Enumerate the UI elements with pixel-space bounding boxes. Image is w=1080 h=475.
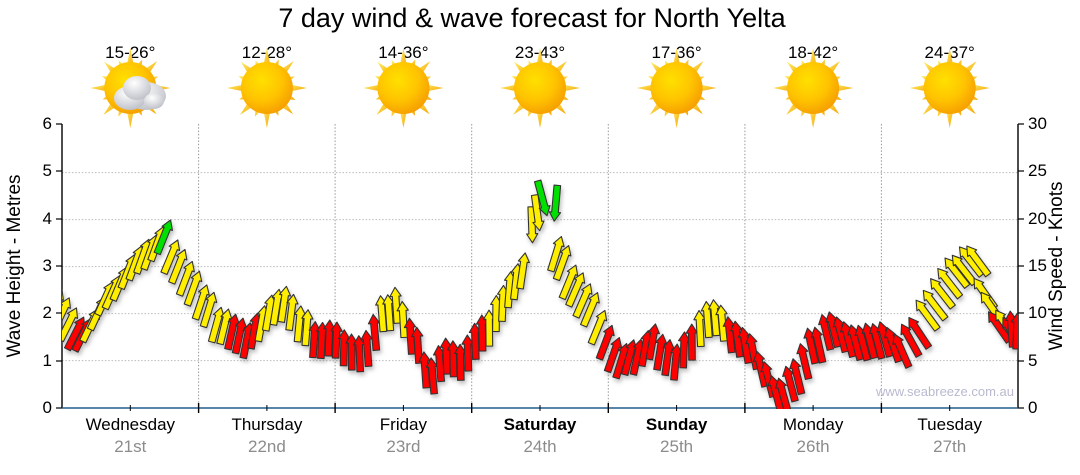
svg-text:5: 5 (1028, 351, 1037, 370)
svg-text:10: 10 (1028, 303, 1047, 322)
svg-text:Sunday: Sunday (646, 415, 708, 434)
svg-text:15: 15 (1028, 256, 1047, 275)
svg-text:Friday: Friday (380, 415, 428, 434)
svg-text:6: 6 (43, 114, 52, 133)
svg-text:24th: 24th (523, 437, 556, 456)
svg-text:20: 20 (1028, 209, 1047, 228)
svg-text:27th: 27th (933, 437, 966, 456)
svg-text:1: 1 (43, 351, 52, 370)
svg-text:22nd: 22nd (248, 437, 286, 456)
svg-text:Monday: Monday (783, 415, 844, 434)
svg-text:23rd: 23rd (386, 437, 420, 456)
svg-text:2: 2 (43, 303, 52, 322)
svg-text:0: 0 (43, 398, 52, 417)
svg-text:26th: 26th (797, 437, 830, 456)
svg-text:Wave Height - Metres: Wave Height - Metres (4, 174, 25, 357)
svg-text:4: 4 (43, 209, 52, 228)
svg-text:25: 25 (1028, 161, 1047, 180)
svg-text:0: 0 (1028, 398, 1037, 417)
svg-text:Wednesday: Wednesday (86, 415, 176, 434)
svg-text:www.seabreeze.com.au: www.seabreeze.com.au (875, 384, 1014, 399)
svg-text:5: 5 (43, 161, 52, 180)
svg-text:3: 3 (43, 256, 52, 275)
svg-text:Tuesday: Tuesday (917, 415, 982, 434)
svg-text:30: 30 (1028, 114, 1047, 133)
svg-text:Wind Speed - Knots: Wind Speed - Knots (1046, 182, 1067, 351)
svg-text:Thursday: Thursday (231, 415, 302, 434)
svg-text:25th: 25th (660, 437, 693, 456)
svg-text:21st: 21st (114, 437, 146, 456)
svg-text:Saturday: Saturday (504, 415, 577, 434)
